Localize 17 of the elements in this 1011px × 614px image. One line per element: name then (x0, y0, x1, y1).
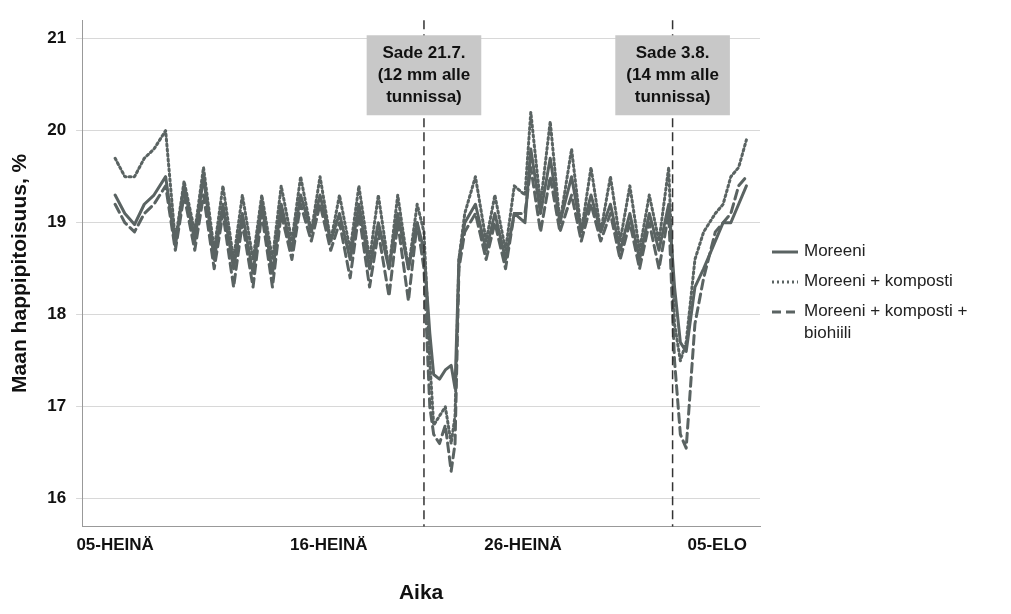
y-tick-label: 18 (47, 304, 67, 324)
y-tick-label: 17 (47, 396, 67, 416)
x-tick-label: 05-HEINÄ (76, 535, 154, 555)
x-tick-label: 05-ELO (687, 535, 748, 555)
y-axis-title: Maan happipitoisuus, % (7, 153, 31, 393)
legend-label: Moreeni + komposti (804, 270, 953, 292)
y-tick-label: 19 (47, 212, 67, 232)
legend-label: Moreeni + komposti + biohiili (804, 300, 969, 344)
y-tick-label: 16 (47, 488, 67, 508)
x-axis-title: Aika (398, 580, 444, 604)
legend-label: Moreeni (804, 240, 866, 262)
x-tick-label: 26-HEINÄ (484, 535, 562, 555)
ref-line-label: Sade 3.8. (14 mm alle tunnissa) (626, 42, 719, 106)
y-tick-label: 21 (47, 28, 67, 48)
ref-line-label: Sade 21.7. (12 mm alle tunnissa) (377, 42, 471, 106)
y-tick-label: 20 (47, 120, 67, 140)
x-tick-label: 16-HEINÄ (290, 535, 368, 555)
